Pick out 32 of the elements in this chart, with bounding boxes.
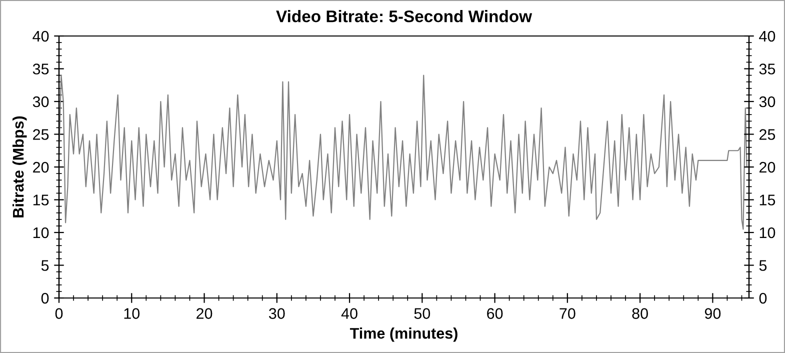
y-tick-label: 35	[32, 64, 49, 74]
x-tick-label: 10	[124, 308, 140, 319]
line-series	[59, 74, 748, 230]
y-tick-label: 25	[33, 129, 49, 140]
x-tick-label: 20	[196, 308, 212, 319]
x-tick-label: 50	[414, 308, 430, 319]
x-axis-title: Time (minutes)	[350, 328, 458, 342]
chart-title: Video Bitrate: 5-Second Window	[276, 10, 532, 22]
y-tick-label: 20	[33, 162, 49, 173]
x-tick-label: 40	[341, 308, 358, 319]
x-tick-label: 0	[55, 308, 63, 319]
y2-tick-label: 30	[759, 96, 776, 108]
y-tick-label: 10	[33, 227, 49, 238]
y-tick-label: 40	[32, 30, 49, 42]
y2-tick-label: 35	[759, 64, 776, 74]
y-tick-label: 0	[41, 292, 49, 304]
x-tick-label: 90	[704, 308, 721, 319]
y2-tick-label: 20	[759, 162, 776, 173]
y2-tick-label: 0	[759, 292, 767, 304]
y2-tick-label: 10	[760, 227, 776, 238]
x-tick-label: 80	[632, 308, 648, 319]
x-tick-label: 70	[560, 308, 576, 319]
y-tick-label: 5	[41, 260, 49, 271]
y2-tick-label: 40	[759, 30, 776, 42]
y-axis-title: Bitrate (Mbps)	[12, 116, 27, 218]
y-tick-label: 15	[33, 194, 49, 206]
y2-tick-label: 25	[759, 129, 776, 140]
y2-tick-label: 5	[759, 260, 767, 271]
y2-tick-label: 15	[760, 194, 776, 206]
x-tick-label: 30	[268, 308, 285, 319]
x-tick-label: 60	[487, 308, 503, 319]
y-tick-label: 30	[32, 96, 49, 108]
